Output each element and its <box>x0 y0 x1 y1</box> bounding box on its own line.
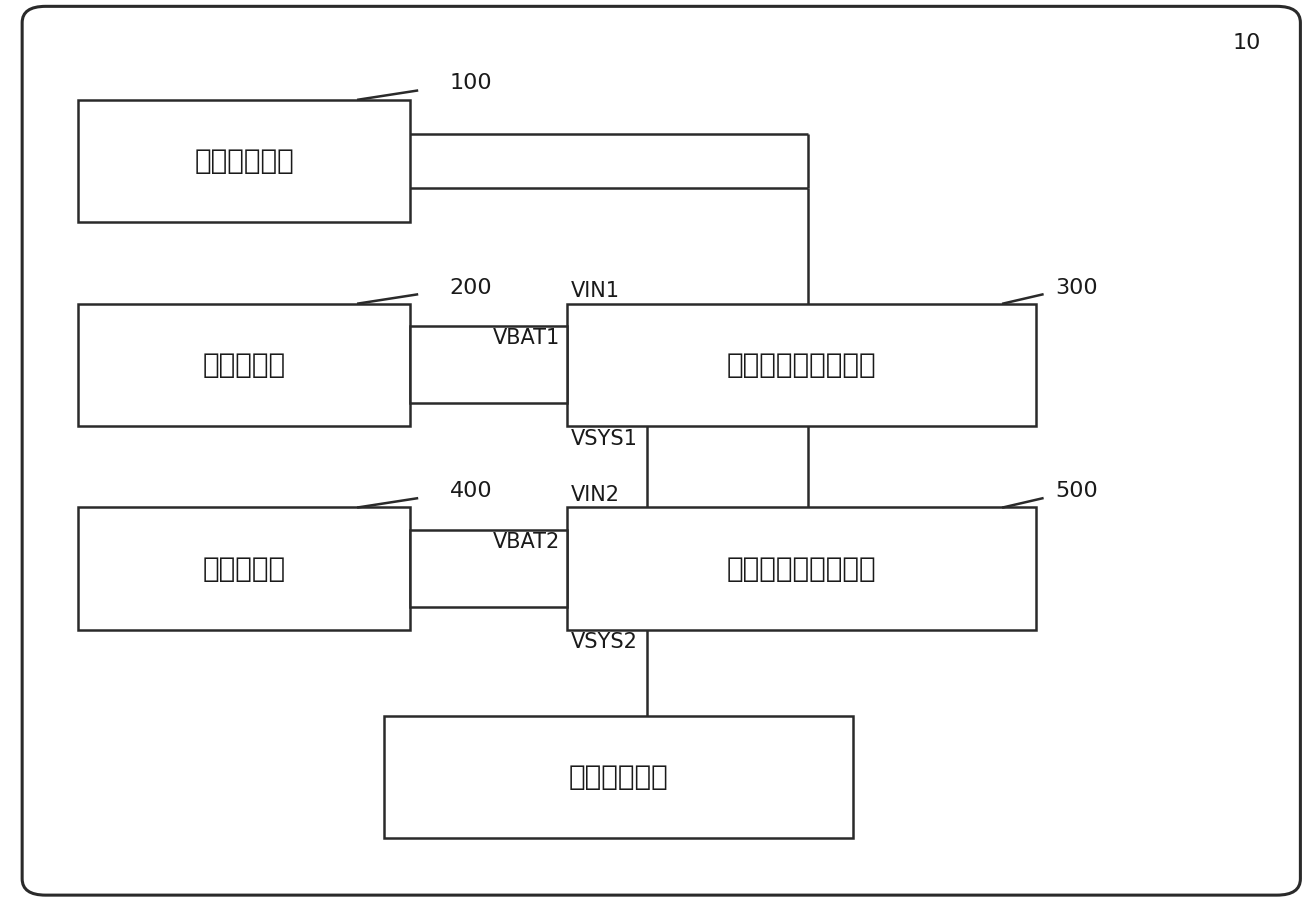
Text: 300: 300 <box>1055 278 1098 298</box>
Text: 10: 10 <box>1233 34 1261 53</box>
Text: 100: 100 <box>450 73 493 93</box>
Text: 200: 200 <box>450 278 493 298</box>
FancyBboxPatch shape <box>410 326 567 403</box>
Text: 主电池充电管理模块: 主电池充电管理模块 <box>727 351 876 379</box>
Text: 辅电池充电管理模块: 辅电池充电管理模块 <box>727 554 876 583</box>
Text: VIN2: VIN2 <box>571 485 620 505</box>
Text: VIN1: VIN1 <box>571 281 620 301</box>
Text: 400: 400 <box>450 481 493 501</box>
Text: VSYS2: VSYS2 <box>571 632 637 652</box>
FancyBboxPatch shape <box>410 530 567 607</box>
FancyBboxPatch shape <box>567 507 1036 630</box>
Text: 辅电池模块: 辅电池模块 <box>203 554 285 583</box>
Text: VBAT2: VBAT2 <box>493 532 560 552</box>
Text: 500: 500 <box>1055 481 1098 501</box>
Text: VBAT1: VBAT1 <box>493 328 560 348</box>
FancyBboxPatch shape <box>384 716 853 838</box>
Text: VSYS1: VSYS1 <box>571 429 637 448</box>
FancyBboxPatch shape <box>78 100 410 222</box>
FancyBboxPatch shape <box>567 304 1036 426</box>
Text: 主电池模块: 主电池模块 <box>203 351 285 379</box>
FancyBboxPatch shape <box>78 304 410 426</box>
FancyBboxPatch shape <box>22 6 1300 895</box>
Text: 通信设备主体: 通信设备主体 <box>569 763 668 791</box>
FancyBboxPatch shape <box>78 507 410 630</box>
Text: 电源转换模块: 电源转换模块 <box>194 147 294 175</box>
